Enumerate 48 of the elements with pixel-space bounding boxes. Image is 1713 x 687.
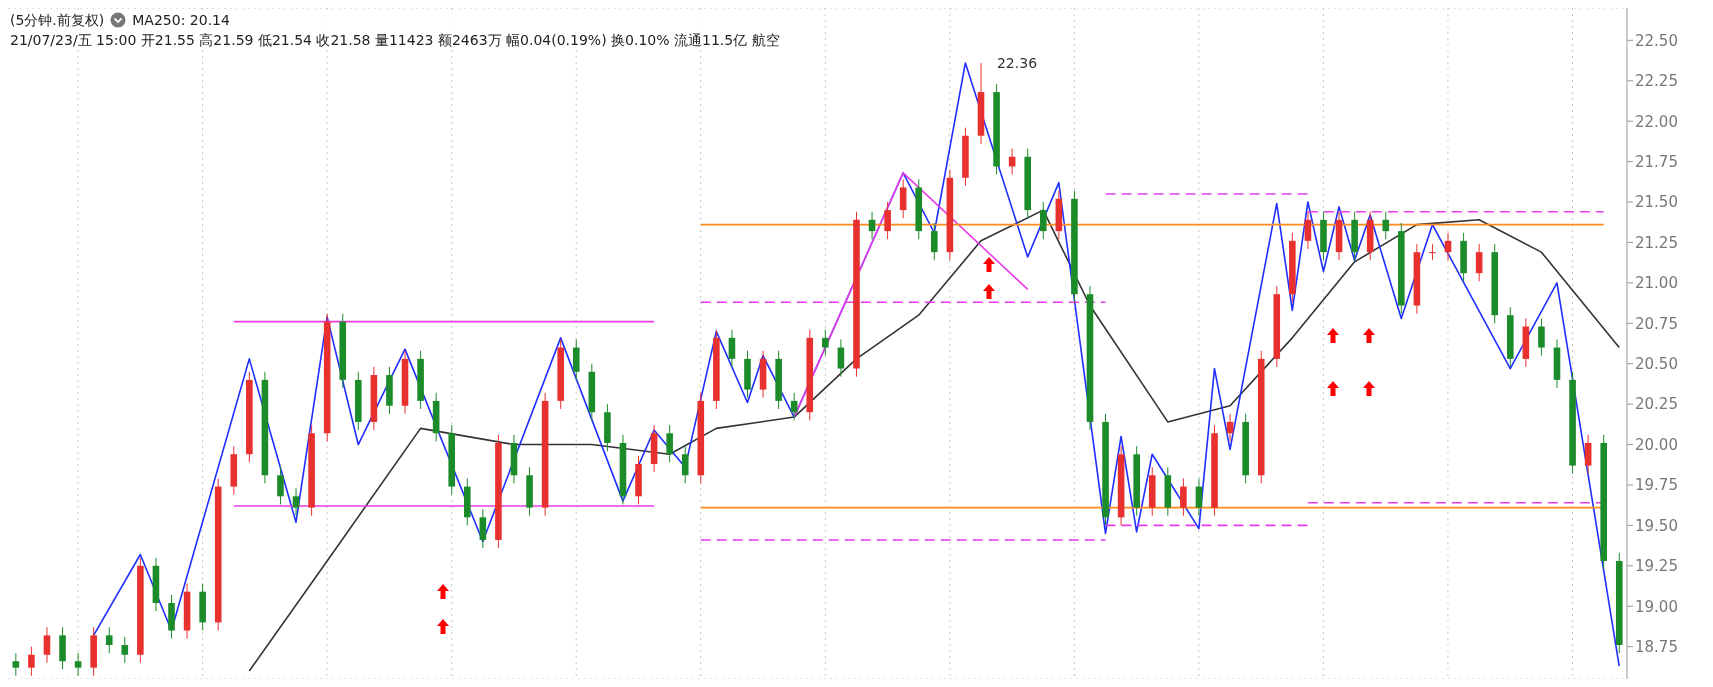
y-tick-label: 20.25	[1635, 395, 1678, 414]
y-tick-label: 19.50	[1635, 516, 1678, 535]
text: 21/07/23/五 15:00 开21.55 高21.59 低21.54 收21.58 量11423 额2463万 幅0.04(0.19%) 换0.10% 流通11.5亿 航空	[10, 31, 780, 50]
candlestick	[822, 329, 829, 357]
y-tick-label: 20.00	[1635, 435, 1678, 454]
candlestick	[43, 626, 51, 664]
annotation: MA250: 20.14	[132, 12, 230, 28]
y-tick-label: 20.75	[1635, 314, 1678, 333]
candlestick	[681, 445, 689, 484]
candlestick	[1304, 211, 1312, 250]
candlestick	[1039, 201, 1047, 240]
candlestick	[121, 636, 129, 664]
candlestick	[728, 329, 736, 368]
y-tick-label: 19.75	[1635, 476, 1678, 495]
y-tick-label: 21.00	[1635, 274, 1678, 293]
candlestick	[899, 178, 907, 219]
candlestick	[28, 646, 35, 677]
candlestick	[292, 487, 300, 517]
candlestick	[837, 338, 845, 378]
candlestick	[277, 466, 284, 505]
line-series	[248, 209, 1621, 672]
y-tick-label: 19.00	[1635, 597, 1678, 616]
y-tick-label: 21.25	[1635, 233, 1678, 252]
y-tick-label: 22.50	[1635, 31, 1678, 50]
y-tick-label: 18.75	[1635, 637, 1678, 656]
candlestick	[105, 626, 113, 654]
y-tick-label: 21.50	[1635, 193, 1678, 212]
candlestick	[1584, 434, 1592, 475]
candlestick	[479, 508, 487, 549]
candlestick	[1382, 211, 1390, 240]
candlestick	[884, 201, 891, 240]
y-tick-label: 20.50	[1635, 355, 1678, 374]
y-tick-label: 22.25	[1635, 72, 1678, 91]
candlestick	[1538, 317, 1545, 357]
y-tick-label: 21.75	[1635, 152, 1678, 171]
y-tick-label: 22.00	[1635, 112, 1678, 131]
y-tick-label: 19.25	[1635, 557, 1678, 576]
candlestick	[1475, 243, 1483, 282]
annotation: 22.36	[996, 54, 1038, 71]
candlestick	[1429, 243, 1436, 261]
candlestick	[790, 392, 798, 421]
candlestick	[74, 652, 82, 677]
candlestick	[666, 424, 673, 463]
candlestick	[12, 652, 20, 677]
candlestick	[1195, 478, 1203, 517]
candlestick	[1180, 478, 1187, 517]
candlestick	[931, 222, 938, 261]
chart-title: (5分钟.前复权)	[10, 12, 105, 28]
